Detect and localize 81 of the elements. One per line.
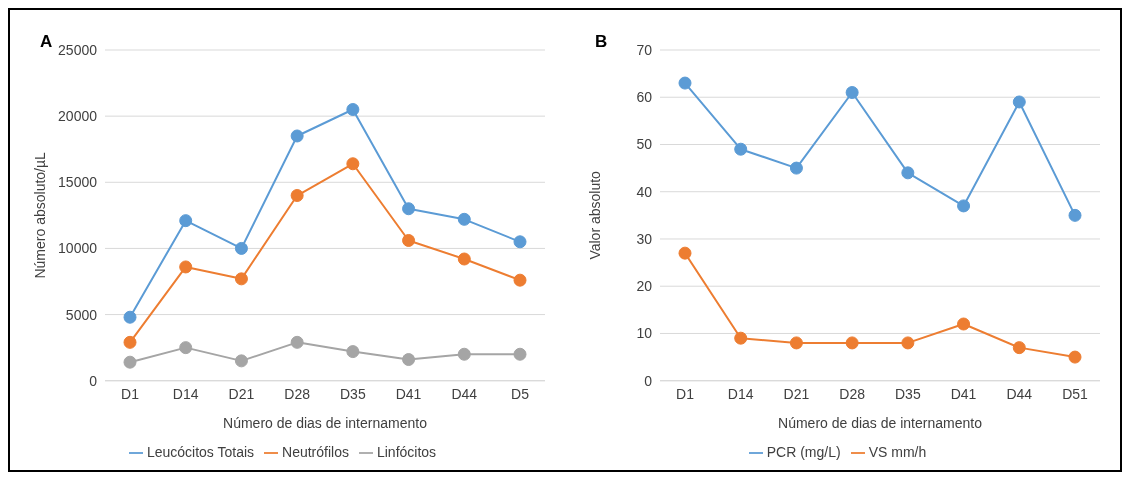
point — [402, 353, 416, 367]
point — [179, 214, 193, 228]
x-tick-label: D51 — [1062, 385, 1089, 402]
point — [346, 157, 360, 171]
point — [290, 189, 304, 203]
x-tick-label: D28 — [839, 385, 866, 402]
chart-title: A — [40, 32, 53, 52]
point — [123, 335, 137, 349]
y-tick-label: 5000 — [65, 306, 98, 323]
y-axis-title: Valor absoluto — [586, 170, 603, 260]
point — [457, 252, 471, 266]
point — [123, 310, 137, 324]
x-tick-label: D44 — [1006, 385, 1033, 402]
y-tick-label: 10 — [636, 325, 653, 342]
point — [901, 166, 915, 180]
x-tick-label: D44 — [451, 385, 478, 402]
point — [1012, 95, 1026, 109]
point — [845, 86, 859, 100]
point — [734, 142, 748, 156]
point — [901, 336, 915, 350]
point — [234, 241, 248, 255]
x-tick-label: D1 — [676, 385, 695, 402]
point — [513, 273, 527, 287]
chart-title: B — [595, 32, 608, 52]
y-tick-label: 40 — [636, 183, 653, 200]
point — [1068, 350, 1082, 364]
x-tick-label: D21 — [228, 385, 255, 402]
x-tick-label: D14 — [727, 385, 754, 402]
y-tick-label: 15000 — [58, 174, 98, 191]
x-tick-label: D41 — [395, 385, 422, 402]
y-tick-label: 0 — [644, 372, 653, 389]
y-tick-label: 20000 — [58, 108, 98, 125]
point — [1012, 341, 1026, 355]
x-tick-label: D14 — [172, 385, 199, 402]
x-tick-label: D1 — [121, 385, 140, 402]
point — [179, 260, 193, 274]
y-tick-label: 10000 — [58, 240, 98, 257]
point — [179, 341, 193, 355]
point — [346, 345, 360, 359]
legend-label: Leucócitos Totais — [146, 443, 255, 460]
x-axis-title: Número de dias de internamento — [778, 414, 983, 431]
point — [734, 331, 748, 345]
y-tick-label: 50 — [636, 136, 653, 153]
legend-label: Neutrófilos — [282, 443, 349, 460]
point — [290, 335, 304, 349]
point — [789, 161, 803, 175]
y-tick-label: 25000 — [58, 41, 98, 58]
y-tick-label: 0 — [89, 372, 98, 389]
point — [789, 336, 803, 350]
legend-label: VS mm/h — [868, 443, 927, 460]
point — [513, 235, 527, 249]
point — [678, 246, 692, 260]
point — [845, 336, 859, 350]
point — [457, 347, 471, 361]
x-tick-label: D35 — [340, 385, 366, 402]
legend-label: Linfócitos — [376, 443, 437, 460]
point — [123, 355, 137, 369]
point — [457, 212, 471, 226]
x-axis-title: Número de dias de internamento — [223, 414, 428, 431]
point — [234, 354, 248, 368]
x-tick-label: D21 — [783, 385, 810, 402]
y-tick-label: 20 — [636, 278, 653, 295]
point — [234, 272, 248, 286]
point — [402, 202, 416, 216]
x-tick-label: D41 — [950, 385, 977, 402]
x-tick-label: D28 — [284, 385, 311, 402]
x-tick-label: D5 — [511, 385, 530, 402]
legend-label: PCR (mg/L) — [766, 443, 841, 460]
point — [678, 76, 692, 90]
point — [513, 347, 527, 361]
point — [957, 199, 971, 213]
point — [290, 129, 304, 143]
point — [1068, 208, 1082, 222]
point — [346, 103, 360, 117]
point — [402, 233, 416, 247]
y-axis-title: Número absoluto/µL — [31, 151, 48, 279]
y-tick-label: 70 — [636, 41, 653, 58]
point — [957, 317, 971, 331]
x-tick-label: D35 — [895, 385, 921, 402]
y-tick-label: 30 — [636, 230, 653, 247]
y-tick-label: 60 — [636, 89, 653, 106]
